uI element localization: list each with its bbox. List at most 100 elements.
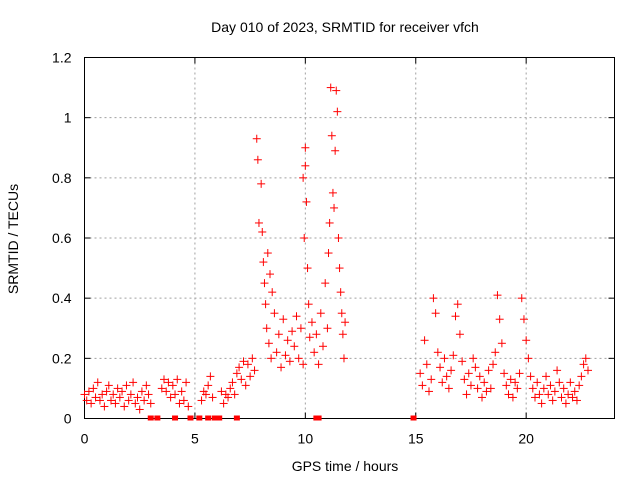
data-point bbox=[333, 107, 342, 116]
data-point bbox=[495, 315, 504, 324]
data-point bbox=[440, 354, 449, 363]
data-point bbox=[539, 384, 548, 393]
zero-marker bbox=[154, 415, 161, 421]
data-point bbox=[241, 381, 250, 390]
data-point bbox=[466, 381, 475, 390]
data-point bbox=[326, 83, 335, 92]
data-point bbox=[337, 309, 346, 318]
data-point bbox=[332, 86, 341, 95]
data-point bbox=[204, 381, 213, 390]
data-point bbox=[246, 372, 255, 381]
data-point bbox=[425, 387, 433, 396]
data-point bbox=[80, 390, 89, 399]
data-point bbox=[339, 354, 348, 363]
data-point bbox=[235, 363, 244, 372]
data-point bbox=[239, 357, 248, 366]
data-point bbox=[584, 366, 592, 375]
data-point bbox=[144, 390, 153, 399]
data-point bbox=[160, 375, 168, 384]
data-point bbox=[575, 381, 584, 390]
data-point bbox=[232, 369, 241, 378]
data-point bbox=[281, 351, 290, 360]
data-point bbox=[296, 324, 305, 333]
data-point bbox=[113, 384, 122, 393]
data-point bbox=[146, 399, 155, 408]
data-point bbox=[561, 399, 570, 408]
data-point bbox=[493, 291, 502, 300]
data-point bbox=[87, 399, 96, 408]
data-point bbox=[328, 188, 337, 197]
data-point bbox=[310, 348, 319, 357]
data-point bbox=[420, 336, 429, 345]
data-point bbox=[120, 402, 129, 411]
data-point bbox=[508, 393, 517, 402]
data-point bbox=[533, 378, 542, 387]
y-tick-label: 1.2 bbox=[52, 50, 72, 66]
data-point bbox=[324, 249, 333, 258]
data-point bbox=[526, 372, 535, 381]
data-point bbox=[486, 384, 495, 393]
data-point bbox=[436, 363, 445, 372]
data-point bbox=[427, 375, 436, 384]
data-point bbox=[299, 360, 308, 369]
data-point bbox=[482, 387, 491, 396]
data-point bbox=[553, 366, 562, 375]
data-point bbox=[566, 378, 575, 387]
data-point bbox=[102, 387, 111, 396]
data-point bbox=[475, 372, 484, 381]
data-point bbox=[546, 381, 555, 390]
data-point bbox=[500, 369, 509, 378]
data-point bbox=[184, 402, 193, 411]
data-point bbox=[303, 264, 312, 273]
data-point bbox=[162, 387, 171, 396]
data-point bbox=[300, 234, 309, 242]
data-point bbox=[268, 288, 277, 297]
data-point bbox=[528, 384, 537, 393]
data-point bbox=[431, 309, 440, 318]
data-point bbox=[126, 390, 135, 399]
y-tick-label: 0.8 bbox=[52, 170, 72, 186]
data-point bbox=[237, 375, 246, 384]
data-point bbox=[433, 348, 442, 357]
data-point bbox=[462, 390, 471, 399]
data-point bbox=[542, 372, 551, 381]
data-point bbox=[537, 399, 546, 408]
data-point bbox=[504, 390, 513, 399]
data-point bbox=[334, 234, 343, 242]
data-point bbox=[336, 288, 345, 297]
data-point bbox=[449, 351, 458, 360]
data-point bbox=[89, 384, 98, 393]
data-point bbox=[124, 396, 133, 405]
data-point bbox=[517, 294, 526, 303]
y-tick-label: 0 bbox=[64, 411, 72, 427]
data-point bbox=[267, 354, 276, 363]
data-point bbox=[447, 366, 456, 375]
data-point bbox=[502, 381, 511, 390]
data-point bbox=[166, 393, 175, 402]
data-point bbox=[137, 387, 146, 396]
zero-marker bbox=[233, 415, 240, 421]
data-point bbox=[469, 354, 478, 363]
data-point bbox=[557, 393, 566, 402]
data-point bbox=[270, 309, 279, 318]
data-point bbox=[570, 387, 579, 396]
data-point bbox=[95, 396, 104, 405]
y-tick-label: 0.6 bbox=[52, 230, 72, 246]
data-point bbox=[464, 369, 473, 378]
data-point bbox=[299, 173, 308, 182]
data-point bbox=[201, 390, 210, 399]
y-tick-label: 0.4 bbox=[52, 290, 72, 306]
data-point bbox=[491, 348, 500, 357]
data-point bbox=[248, 354, 257, 363]
x-tick-label: 20 bbox=[518, 431, 534, 447]
data-point bbox=[135, 405, 144, 414]
x-tick-label: 15 bbox=[408, 431, 424, 447]
chart-title: Day 010 of 2023, SRMTID for receiver vfc… bbox=[211, 19, 479, 35]
data-point bbox=[131, 399, 140, 408]
data-point bbox=[208, 393, 217, 402]
data-point bbox=[581, 354, 590, 363]
ticks-layer: 0 0.2 0.4 0.6 0.8 1 1.2 0 5 10 15 20 bbox=[52, 50, 615, 447]
data-point bbox=[292, 312, 301, 321]
data-layer bbox=[80, 83, 592, 421]
data-point bbox=[305, 333, 314, 342]
